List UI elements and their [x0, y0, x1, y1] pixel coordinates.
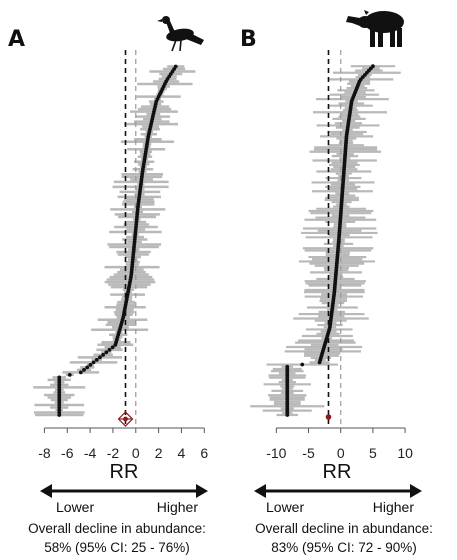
panel-b-x-axis-title: RR	[323, 461, 352, 483]
rr-point	[94, 357, 99, 362]
x-tick-label: -4	[84, 445, 97, 461]
panel-a-x-axis-title: RR	[110, 461, 139, 483]
rr-point	[300, 362, 305, 367]
rr-point	[98, 355, 102, 360]
panel-b-plot-area	[250, 50, 401, 426]
panel-a-letter: A	[8, 27, 25, 52]
panel-a-rr-points	[57, 64, 178, 417]
rr-point	[57, 375, 62, 380]
panel-a: A -8 -6 -4 -2 0 2 4 6 RR Lower Hig	[8, 16, 208, 555]
panel-b-summary-line1: Overall decline in abundance:	[255, 521, 433, 536]
rr-point	[173, 64, 178, 69]
panel-b-lower-label: Lower	[266, 499, 304, 515]
rr-point	[82, 367, 86, 372]
panel-a-direction-arrow	[40, 484, 208, 498]
rr-point	[107, 347, 112, 352]
panel-a-higher-label: Higher	[157, 499, 199, 515]
panel-a-x-axis: -8 -6 -4 -2 0 2 4 6	[38, 427, 208, 461]
panel-b-summary-line2: 83% (95% CI: 72 - 90%)	[271, 540, 417, 555]
x-tick-label: -10	[266, 445, 286, 461]
overall-estimate-diamond	[117, 411, 134, 427]
panel-b-x-axis: -10 -5 0 5 10	[266, 427, 413, 461]
rr-point	[371, 64, 375, 69]
x-tick-label: 0	[337, 445, 345, 461]
rr-point	[88, 362, 93, 367]
rr-point	[101, 352, 106, 357]
panel-a-lower-label: Lower	[56, 499, 94, 515]
overall-estimate-point	[325, 414, 332, 420]
x-tick-label: 4	[178, 445, 186, 461]
x-tick-label: -2	[107, 445, 120, 461]
panel-a-summary-line1: Overall decline in abundance:	[28, 521, 206, 536]
x-tick-label: -5	[302, 445, 315, 461]
rr-point	[104, 350, 109, 355]
panel-b-direction-arrow	[254, 484, 422, 498]
tapir-silhouette-icon	[346, 10, 404, 47]
x-tick-label: -8	[38, 445, 51, 461]
panel-b-letter: B	[240, 27, 257, 52]
guan-bird-silhouette-icon	[157, 16, 204, 52]
rr-point	[91, 360, 96, 365]
panel-a-overall-estimate	[117, 411, 134, 427]
rr-point	[78, 370, 83, 375]
panel-a-confidence-intervals	[33, 65, 196, 417]
rr-point	[285, 364, 290, 369]
x-tick-label: 2	[155, 445, 163, 461]
x-tick-label: 10	[397, 445, 413, 461]
x-tick-label: 5	[369, 445, 377, 461]
x-tick-label: 0	[132, 445, 140, 461]
panel-a-plot-area	[33, 50, 196, 427]
panel-b-rr-points	[285, 64, 375, 417]
overall-estimate-point	[123, 416, 128, 422]
x-tick-label: 6	[200, 445, 208, 461]
x-tick-label: -6	[61, 445, 74, 461]
panel-b-confidence-intervals	[250, 65, 401, 417]
panel-b-overall-estimate	[325, 414, 332, 420]
panel-a-summary-line2: 58% (95% CI: 25 - 76%)	[44, 540, 190, 555]
rr-point	[110, 345, 115, 350]
panel-b-higher-label: Higher	[373, 499, 415, 515]
rr-point	[85, 365, 90, 370]
panel-b: B -10 -5 0 5 10 RR Lower	[240, 10, 433, 555]
rr-point	[67, 372, 72, 377]
